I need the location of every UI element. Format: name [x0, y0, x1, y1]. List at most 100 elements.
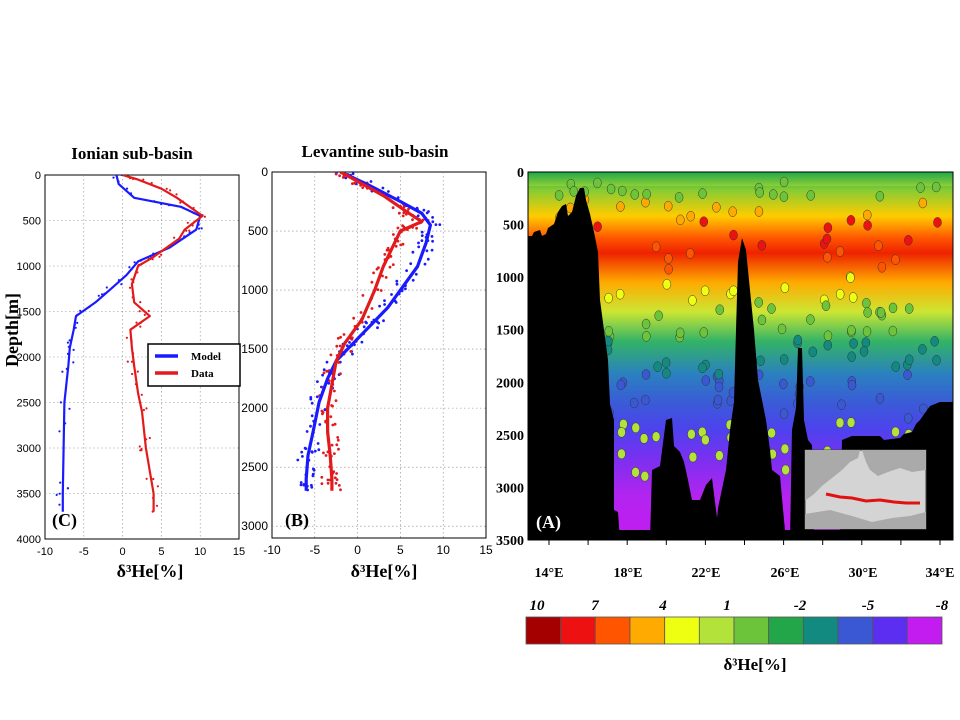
observation-dot [688, 451, 698, 463]
observation-dot [714, 381, 724, 393]
bathymetry-ridge-1 [650, 418, 720, 540]
section-ytick-label: 0 [517, 166, 524, 181]
section-ytick-label: 3500 [496, 534, 524, 549]
model-scatter-point [61, 370, 64, 373]
ytick-label: 2000 [17, 352, 41, 364]
observation-dot [793, 334, 803, 346]
data-scatter-point [359, 311, 363, 314]
observation-dot [604, 292, 613, 304]
ytick-label: 2500 [241, 460, 268, 474]
observation-dot [615, 288, 625, 300]
colorbar-tick-label: 4 [658, 598, 667, 614]
data-scatter-point [384, 276, 388, 279]
observation-dot [641, 318, 651, 330]
observation-dot [849, 338, 858, 349]
model-scatter-point [58, 430, 61, 433]
data-scatter-point [148, 436, 151, 440]
observation-dot [699, 327, 709, 338]
model-scatter-point [315, 395, 319, 399]
observation-dot [847, 379, 857, 391]
xtick-label: 0 [120, 546, 126, 558]
panel-b-xlabel: δ³He[%] [351, 561, 418, 581]
data-scatter-point [188, 229, 191, 232]
model-scatter-point [310, 401, 314, 405]
observation-dot [835, 289, 845, 300]
bathymetry-west [528, 188, 620, 540]
model-scatter-point [404, 287, 407, 291]
observation-dot [687, 428, 696, 440]
data-scatter-point [185, 229, 188, 232]
observation-dot [875, 393, 885, 404]
model-scatter-point [411, 250, 415, 254]
panel-c-lines [61, 175, 204, 512]
section-xtick-labels: 14°E 18°E 22°E 26°E 30°E 34°E [535, 566, 955, 581]
model-scatter-point [381, 186, 385, 190]
model-scatter-point [128, 266, 131, 269]
data-scatter-point [402, 205, 406, 209]
observation-dot [847, 325, 856, 336]
observation-dot [904, 303, 914, 314]
panel-c-ytick-labels: 0 500 1000 1500 2000 2500 3000 3500 4000 [17, 170, 41, 546]
observation-dot [835, 246, 845, 257]
model-scatter-point [351, 172, 355, 176]
model-scatter-point [310, 450, 314, 454]
inset-map-land-south [805, 510, 926, 529]
section-ytick-label: 1500 [496, 324, 524, 339]
observation-dot [780, 443, 790, 455]
model-scatter-point [72, 348, 75, 351]
observation-dot [554, 190, 564, 201]
section-ytick-label: 500 [503, 219, 524, 234]
observation-dot [675, 327, 685, 339]
observation-dot [863, 307, 872, 318]
panel-b-lines [304, 172, 432, 491]
model-scatter-point [390, 293, 393, 296]
observation-dot [616, 201, 625, 212]
data-scatter-point [379, 289, 383, 292]
data-scatter-point [353, 181, 356, 185]
xtick-label: 15 [233, 546, 245, 558]
legend-model-label: Model [191, 351, 221, 363]
observation-dot [651, 241, 661, 252]
observation-dot [616, 379, 626, 391]
section-xtick-label: 14°E [535, 566, 564, 581]
model-scatter-point [68, 407, 71, 410]
colorbar-swatch [733, 616, 770, 645]
data-scatter-point [325, 369, 329, 373]
observation-dot [639, 433, 649, 444]
panel-b-label: (B) [285, 510, 309, 531]
data-scatter-point [139, 449, 142, 452]
section-ytick-label: 2000 [496, 376, 524, 391]
model-scatter-point [422, 208, 426, 212]
observation-dot [664, 253, 673, 264]
model-scatter-point [430, 235, 434, 238]
data-scatter-point [155, 504, 159, 507]
observation-dot [823, 339, 833, 351]
data-scatter-point [375, 267, 379, 271]
observation-dot [715, 304, 724, 315]
observation-dot [903, 369, 912, 381]
observation-dot [688, 295, 697, 306]
observation-dot [806, 314, 815, 325]
data-scatter-point [158, 255, 161, 258]
observation-dot [904, 413, 913, 424]
model-scatter-point [105, 286, 108, 289]
model-scatter-point [301, 455, 304, 458]
model-scatter-point [325, 360, 329, 364]
colorbar-tick-label: -2 [794, 598, 807, 614]
data-scatter-point [326, 478, 330, 482]
observation-dot [729, 229, 738, 241]
data-scatter-point [186, 221, 189, 224]
observation-dot [674, 192, 684, 203]
observation-dot [769, 189, 778, 200]
model-scatter-point [133, 261, 136, 264]
observation-dot [686, 210, 695, 222]
model-scatter-point [438, 223, 442, 227]
data-scatter-point [391, 206, 395, 210]
ytick-label: 1500 [241, 342, 268, 356]
observation-dot [661, 357, 671, 368]
model-scatter-point [305, 430, 309, 433]
model-scatter-point [120, 175, 123, 177]
observation-dot [779, 191, 789, 202]
data-scatter-point [342, 333, 346, 336]
